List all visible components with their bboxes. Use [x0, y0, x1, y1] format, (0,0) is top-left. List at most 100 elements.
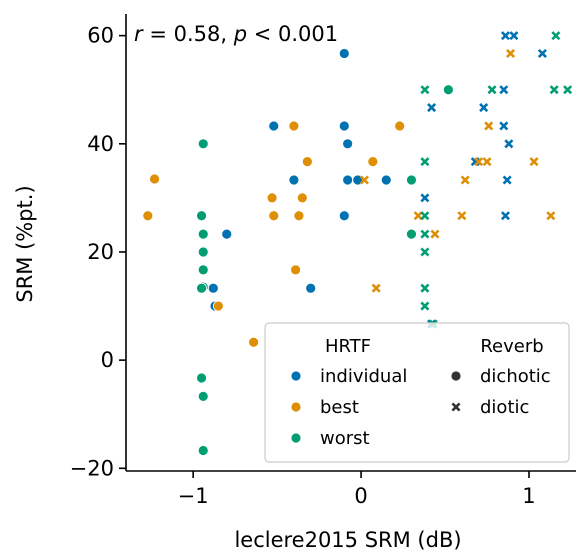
legend-marker-individual [290, 370, 302, 382]
legend-items: individual best worst dichotic diotic [290, 366, 551, 449]
data-point [499, 121, 509, 131]
series-individual-dichotic [207, 48, 392, 312]
data-point [207, 282, 219, 294]
data-point [406, 228, 417, 240]
data-point [420, 211, 430, 221]
data-point [499, 85, 509, 95]
data-point [442, 84, 454, 96]
data-point [420, 193, 430, 203]
data-point [371, 283, 381, 293]
data-point [563, 85, 573, 95]
legend-label-dichotic: dichotic [480, 366, 551, 387]
data-point [197, 138, 209, 150]
data-point [505, 48, 516, 58]
legend-marker-worst [290, 432, 302, 444]
data-point [502, 175, 512, 185]
data-point [551, 31, 561, 41]
legend-marker-diotic [451, 402, 461, 412]
data-point [196, 210, 207, 222]
data-point [290, 264, 301, 276]
data-point [197, 390, 209, 402]
legend: HRTF Reverb individual best worst dichotic d… [264, 322, 570, 463]
data-point [221, 228, 233, 240]
data-point [546, 211, 556, 221]
data-point [342, 174, 354, 186]
data-point [367, 156, 379, 168]
data-point [380, 174, 392, 186]
data-point [420, 157, 430, 167]
data-point [248, 336, 260, 348]
legend-hue-title: HRTF [325, 336, 371, 357]
data-point [293, 210, 305, 222]
data-point [474, 157, 484, 167]
data-point [197, 264, 209, 276]
data-points [142, 31, 573, 456]
data-point [500, 211, 510, 221]
data-point [288, 120, 300, 132]
legend-label-diotic: diotic [480, 397, 529, 418]
data-point [338, 210, 350, 222]
legend-label-worst: worst [320, 428, 370, 449]
data-point [268, 210, 280, 222]
data-point [394, 120, 406, 132]
series-best-diotic [359, 48, 556, 293]
data-point [288, 174, 300, 186]
data-point [196, 372, 207, 384]
y-tick-label: 60 [87, 24, 114, 48]
x-tick-label: −1 [178, 484, 209, 508]
data-point [537, 48, 547, 58]
data-point [484, 121, 494, 131]
y-axis-label: SRM (%pt.) [13, 185, 37, 302]
y-tick-label: 20 [87, 240, 114, 264]
data-point [420, 229, 430, 239]
series-worst-diotic [420, 31, 573, 329]
data-point [420, 283, 430, 293]
data-point [266, 192, 278, 204]
data-point [504, 139, 514, 149]
x-axis-label: leclere2015 SRM (dB) [234, 528, 461, 552]
annot-p-value: < 0.001 [247, 22, 338, 46]
legend-marker-dichotic [450, 370, 462, 382]
data-point [338, 48, 350, 59]
annot-p-symbol: p [233, 22, 247, 46]
data-point [500, 31, 510, 41]
data-point [296, 192, 308, 204]
legend-marker-best [290, 401, 302, 413]
data-point [457, 211, 467, 221]
data-point [212, 300, 224, 312]
data-point [420, 301, 430, 311]
ticks: −1 0 1 −20 0 20 40 60 [70, 24, 536, 508]
data-point [549, 85, 559, 95]
data-point [487, 85, 497, 95]
legend-label-individual: individual [320, 366, 407, 387]
data-point [301, 156, 313, 168]
data-point [406, 174, 417, 186]
data-point [359, 175, 369, 185]
data-point [479, 103, 489, 113]
data-point [482, 157, 492, 167]
data-point [338, 120, 350, 132]
data-point [529, 157, 539, 167]
legend-frame [264, 322, 570, 463]
legend-style-title: Reverb [480, 336, 543, 357]
data-point [420, 85, 430, 95]
data-point [430, 229, 440, 239]
data-point [196, 282, 207, 294]
data-point [427, 103, 437, 113]
data-point [268, 120, 280, 132]
data-point [460, 175, 470, 185]
annot-r-value: = 0.58, [143, 22, 234, 46]
data-point [197, 246, 209, 258]
series-individual-diotic [420, 31, 547, 329]
data-point [420, 247, 430, 257]
data-point [509, 31, 519, 41]
x-tick-label: 1 [522, 484, 535, 508]
series-best-dichotic [142, 120, 406, 348]
y-tick-label: 0 [101, 348, 114, 372]
y-tick-label: 40 [87, 132, 114, 156]
axes [125, 14, 576, 472]
legend-label-best: best [320, 397, 359, 418]
data-point [197, 445, 209, 456]
data-point [149, 173, 160, 185]
